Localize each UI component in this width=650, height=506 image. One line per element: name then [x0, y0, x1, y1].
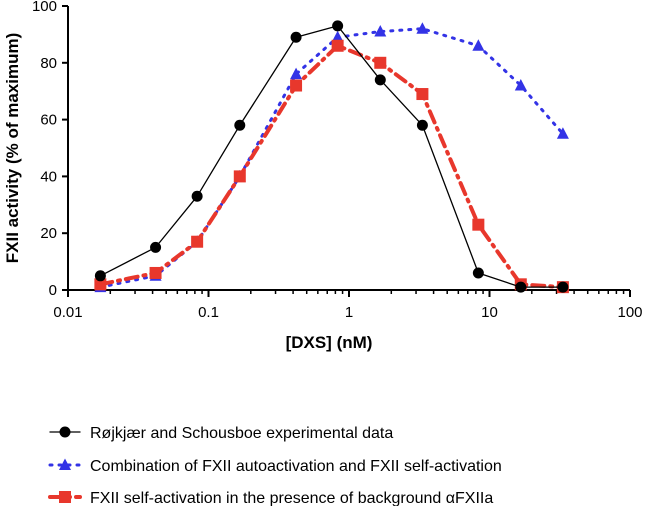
data-point-square: [94, 278, 107, 291]
data-point-circle: [191, 190, 203, 202]
data-point-triangle: [556, 127, 569, 139]
data-point-circle: [416, 119, 428, 131]
y-tick-label: 80: [40, 55, 57, 72]
series-circle: [94, 20, 569, 293]
data-point-square: [191, 235, 204, 248]
legend-item-square: FXII self-activation in the presence of …: [48, 490, 493, 506]
x-axis-title: [DXS] (nM): [286, 333, 373, 352]
data-point-triangle: [331, 30, 344, 43]
data-point-circle: [557, 281, 569, 293]
data-point-circle: [472, 267, 484, 279]
data-point-triangle: [514, 79, 527, 91]
legend-label: Røjkjær and Schousboe experimental data: [90, 425, 393, 442]
x-tick-label: 1: [345, 304, 353, 321]
data-point-square: [331, 39, 344, 52]
data-point-circle: [290, 31, 302, 43]
y-axis-title: FXII activity (% of maximum): [3, 33, 22, 264]
data-point-circle: [332, 20, 344, 32]
data-point-circle: [150, 241, 162, 253]
data-point-square: [472, 218, 485, 231]
legend-marker-circle: [59, 426, 71, 438]
x-tick-label: 0.01: [53, 304, 82, 321]
data-point-square: [374, 56, 387, 69]
y-tick-label: 20: [40, 225, 57, 242]
data-point-triangle: [290, 67, 303, 80]
data-point-circle: [234, 119, 246, 131]
y-tick-label: 40: [40, 168, 57, 185]
data-point-circle: [374, 74, 386, 86]
legend-item-triangle: Combination of FXII autoactivation and F…: [48, 458, 502, 475]
series-line-square: [98, 43, 565, 290]
legend-label: Combination of FXII autoactivation and F…: [90, 458, 502, 475]
data-point-square: [233, 170, 246, 183]
y-tick-label: 60: [40, 112, 57, 129]
data-point-triangle: [416, 22, 429, 34]
legend-label: FXII self-activation in the presence of …: [90, 490, 493, 506]
data-point-square: [149, 266, 162, 279]
y-tick-label: 0: [49, 282, 57, 299]
legend-marker-square: [59, 491, 71, 503]
x-tick-label: 10: [481, 304, 498, 321]
x-tick-label: 0.1: [198, 304, 219, 321]
series-square: [94, 39, 569, 294]
data-point-circle: [94, 270, 106, 282]
data-point-circle: [515, 281, 527, 293]
data-point-square: [290, 79, 303, 92]
y-tick-label: 100: [32, 0, 57, 15]
legend-marker-triangle: [59, 458, 71, 470]
data-point-square: [416, 88, 429, 101]
data-point-triangle: [472, 39, 485, 51]
data-point-triangle: [374, 25, 387, 37]
legend-item-circle: Røjkjær and Schousboe experimental data: [49, 425, 393, 442]
x-tick-label: 100: [617, 304, 642, 321]
